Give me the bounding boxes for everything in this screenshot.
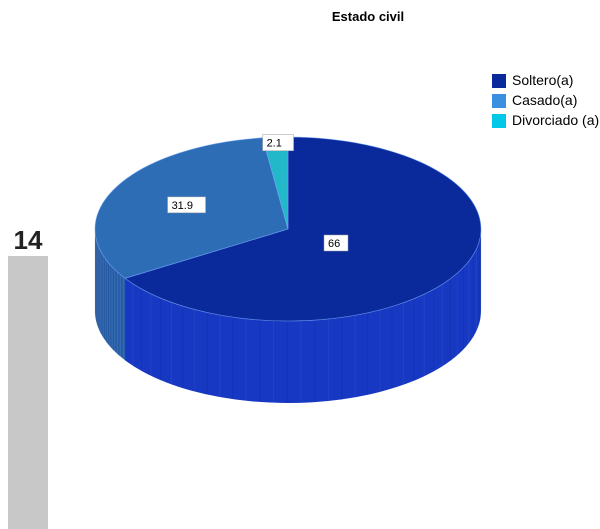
data-label-box [167, 196, 206, 214]
pie-sides [94, 229, 482, 403]
legend-item-casado: Casado(a) [492, 92, 600, 108]
pie-side-soltero [125, 229, 481, 403]
pie-slice-soltero [124, 136, 482, 322]
pie-side-casado [95, 229, 126, 361]
data-label-box [262, 134, 294, 151]
pie-data-labels: 66 31.9 2.1 [167, 134, 349, 252]
data-label-casado: 31.9 [167, 196, 206, 214]
data-label-text: 2.1 [267, 138, 282, 150]
legend-swatch-casado [492, 94, 506, 108]
legend-label-divorciado: Divorciado (a) [512, 112, 600, 128]
data-label-box [323, 234, 349, 252]
legend-swatch-soltero [492, 74, 506, 88]
data-label-text: 31.9 [172, 200, 193, 212]
legend-swatch-divorciado [492, 114, 506, 128]
data-label-text: 66 [328, 238, 340, 250]
legend: Soltero(a) Casado(a) Divorciado (a) [492, 72, 600, 132]
data-label-soltero: 66 [323, 234, 349, 252]
chart-title: Estado civil [331, 9, 405, 24]
legend-item-divorciado: Divorciado (a) [492, 112, 600, 128]
data-label-divorciado: 2.1 [262, 134, 294, 151]
legend-label-casado: Casado(a) [512, 92, 578, 108]
side-bar [8, 256, 48, 529]
page-number: 14 [13, 225, 43, 255]
legend-label-soltero: Soltero(a) [512, 72, 574, 88]
legend-item-soltero: Soltero(a) [492, 72, 600, 88]
pie-top [94, 136, 482, 322]
